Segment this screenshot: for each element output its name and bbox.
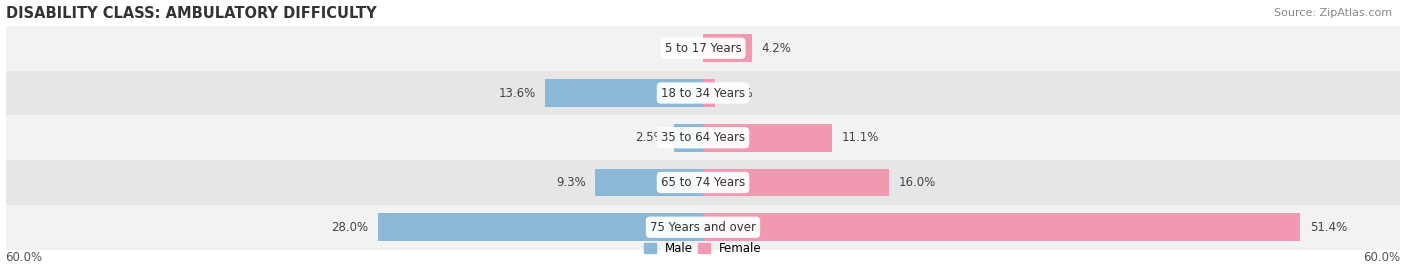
Bar: [6, 26, 1400, 71]
Text: 2.5%: 2.5%: [636, 131, 665, 144]
Bar: [6, 115, 1400, 160]
Bar: [6, 160, 1400, 205]
Text: Source: ZipAtlas.com: Source: ZipAtlas.com: [1274, 8, 1392, 18]
Text: 60.0%: 60.0%: [6, 250, 42, 264]
Text: 51.4%: 51.4%: [1310, 221, 1347, 234]
Text: 11.1%: 11.1%: [841, 131, 879, 144]
Text: 28.0%: 28.0%: [330, 221, 368, 234]
Text: 35 to 64 Years: 35 to 64 Years: [661, 131, 745, 144]
Bar: [703, 213, 1301, 241]
Bar: [546, 79, 703, 107]
Text: 65 to 74 Years: 65 to 74 Years: [661, 176, 745, 189]
Bar: [703, 34, 752, 62]
Text: 9.3%: 9.3%: [555, 176, 585, 189]
Text: 5 to 17 Years: 5 to 17 Years: [665, 42, 741, 55]
Text: 75 Years and over: 75 Years and over: [650, 221, 756, 234]
Text: 18 to 34 Years: 18 to 34 Years: [661, 87, 745, 100]
Text: 60.0%: 60.0%: [1364, 250, 1400, 264]
Text: 4.2%: 4.2%: [761, 42, 792, 55]
Bar: [6, 205, 1400, 250]
Bar: [595, 169, 703, 196]
Text: 1.0%: 1.0%: [724, 87, 754, 100]
Bar: [703, 124, 832, 152]
Bar: [378, 213, 703, 241]
Bar: [703, 79, 714, 107]
Bar: [673, 124, 703, 152]
Text: 0.0%: 0.0%: [664, 42, 693, 55]
Bar: [703, 169, 889, 196]
Legend: Male, Female: Male, Female: [644, 242, 762, 255]
Text: 16.0%: 16.0%: [898, 176, 935, 189]
Text: DISABILITY CLASS: AMBULATORY DIFFICULTY: DISABILITY CLASS: AMBULATORY DIFFICULTY: [6, 6, 377, 20]
Text: 13.6%: 13.6%: [498, 87, 536, 100]
Bar: [6, 71, 1400, 115]
